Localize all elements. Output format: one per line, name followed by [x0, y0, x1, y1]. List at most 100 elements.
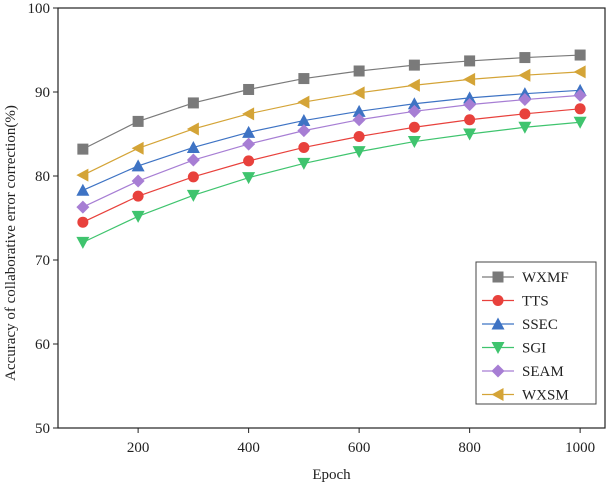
data-point	[186, 189, 200, 202]
legend-box	[475, 261, 597, 405]
x-tick-label: 400	[237, 440, 260, 456]
legend-label: WXMF	[522, 270, 569, 286]
data-point	[131, 159, 145, 172]
y-tick-label: 60	[35, 337, 50, 353]
data-point	[131, 174, 145, 188]
series-line	[82, 94, 581, 208]
y-tick-label: 100	[28, 1, 51, 17]
data-point	[352, 104, 366, 117]
legend-marker	[491, 388, 504, 401]
data-point	[76, 183, 90, 196]
legend-item: WXMF	[482, 270, 569, 286]
data-point	[352, 86, 365, 100]
data-point	[77, 143, 89, 155]
data-point	[464, 114, 476, 126]
data-point	[186, 140, 200, 153]
data-point	[298, 141, 310, 153]
data-point	[131, 210, 145, 223]
legend-label: WXSM	[522, 388, 569, 404]
y-tick-label: 90	[35, 85, 50, 101]
data-point	[464, 55, 476, 67]
y-axis-title: Accuracy of collaborative error correcti…	[3, 105, 19, 381]
data-point	[132, 190, 144, 202]
x-tick-label: 600	[348, 440, 371, 456]
legend-marker	[492, 271, 504, 283]
data-point	[407, 97, 421, 110]
legend-item: SGI	[482, 341, 546, 357]
data-point	[573, 88, 587, 102]
data-point	[353, 65, 365, 77]
axes: 200 400 600 800 1000 50 60 70 80 90 100	[28, 1, 606, 456]
data-point	[186, 122, 199, 136]
data-point	[187, 97, 199, 109]
series-tts	[77, 103, 586, 228]
x-tick-label: 800	[458, 440, 481, 456]
data-point	[76, 236, 90, 249]
x-axis-title: Epoch	[312, 467, 351, 483]
series-sgi	[76, 116, 587, 249]
data-point	[407, 78, 420, 92]
series-line	[82, 108, 581, 223]
legend-label: TTS	[522, 294, 549, 310]
data-point	[77, 216, 89, 228]
data-point	[298, 73, 310, 85]
legend-item: WXSM	[482, 388, 569, 404]
y-tick-label: 50	[35, 421, 50, 437]
data-point	[408, 121, 420, 133]
legend: WXMF TTS SSEC SGI SEAM WXSM	[475, 261, 597, 405]
legend-label: SGI	[522, 341, 546, 357]
data-point	[243, 155, 255, 167]
data-point	[242, 137, 256, 151]
legend-marker	[491, 364, 505, 378]
data-point	[297, 95, 310, 109]
data-point	[463, 128, 477, 141]
data-point	[242, 172, 256, 185]
data-point	[243, 83, 255, 95]
data-point	[297, 114, 311, 127]
data-point	[518, 93, 532, 107]
data-point	[463, 98, 477, 112]
legend-marker	[491, 342, 505, 354]
data-point	[242, 107, 255, 121]
data-point	[352, 146, 366, 159]
series-wxsm	[76, 65, 586, 182]
series-line	[82, 121, 581, 243]
data-point	[353, 131, 365, 143]
data-point	[574, 49, 586, 61]
data-point	[297, 124, 311, 138]
series-wxmf	[77, 49, 586, 155]
series-line	[82, 71, 581, 176]
series-line	[82, 54, 581, 150]
data-point	[132, 115, 144, 127]
y-tick-label: 80	[35, 169, 50, 185]
legend-label: SEAM	[522, 364, 564, 380]
legend-marker	[492, 295, 504, 306]
x-tick-label: 200	[127, 440, 150, 456]
data-point	[76, 200, 90, 214]
data-point	[574, 103, 586, 115]
y-tick-label: 70	[35, 253, 50, 269]
data-point	[519, 108, 531, 120]
legend-item: SEAM	[482, 364, 564, 380]
data-point	[242, 125, 256, 138]
x-tick-label: 1000	[565, 440, 595, 456]
data-point	[407, 104, 421, 118]
legend-item: TTS	[482, 294, 549, 310]
series-layer	[76, 49, 587, 249]
data-point	[463, 91, 477, 104]
data-point	[518, 121, 532, 134]
data-point	[131, 141, 144, 155]
data-point	[352, 113, 366, 127]
data-point	[518, 68, 531, 82]
data-point	[407, 136, 421, 149]
legend-marker	[491, 317, 505, 330]
legend-item: SSEC	[482, 317, 558, 333]
data-point	[573, 116, 587, 129]
legend-label: SSEC	[522, 317, 558, 333]
data-point	[519, 52, 531, 64]
data-point	[573, 65, 586, 79]
plot-frame	[57, 7, 606, 429]
data-point	[297, 157, 311, 170]
data-point	[463, 72, 476, 86]
